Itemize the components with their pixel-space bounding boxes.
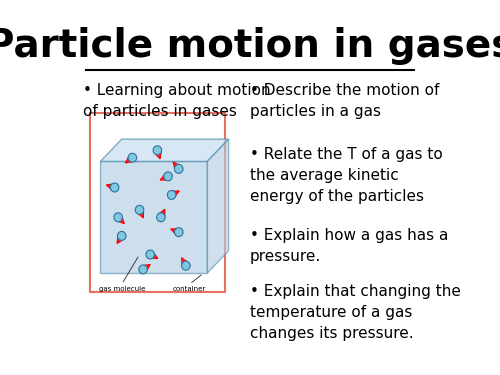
- Circle shape: [168, 190, 176, 200]
- Circle shape: [128, 153, 136, 162]
- Circle shape: [156, 213, 165, 222]
- Circle shape: [118, 231, 126, 240]
- Text: • Learning about motion
of particles in gases: • Learning about motion of particles in …: [82, 83, 270, 119]
- Polygon shape: [207, 139, 229, 273]
- FancyBboxPatch shape: [90, 113, 225, 292]
- Polygon shape: [100, 139, 228, 162]
- Text: • Explain that changing the
temperature of a gas
changes its pressure.: • Explain that changing the temperature …: [250, 284, 461, 341]
- Text: • Explain how a gas has a
pressure.: • Explain how a gas has a pressure.: [250, 228, 448, 264]
- Circle shape: [164, 172, 172, 181]
- Circle shape: [174, 164, 183, 173]
- Circle shape: [182, 261, 190, 270]
- Text: Particle motion in gases: Particle motion in gases: [0, 27, 500, 66]
- Circle shape: [153, 146, 162, 155]
- Text: • Describe the motion of
particles in a gas: • Describe the motion of particles in a …: [250, 83, 440, 119]
- Text: gas molecule: gas molecule: [98, 286, 145, 292]
- Circle shape: [146, 250, 154, 259]
- Circle shape: [136, 206, 144, 214]
- Circle shape: [110, 183, 119, 192]
- Circle shape: [174, 228, 183, 237]
- Text: • Relate the T of a gas to
the average kinetic
energy of the particles: • Relate the T of a gas to the average k…: [250, 147, 443, 204]
- Text: container: container: [173, 286, 206, 292]
- Circle shape: [139, 265, 147, 274]
- Circle shape: [114, 213, 122, 222]
- Polygon shape: [100, 162, 207, 273]
